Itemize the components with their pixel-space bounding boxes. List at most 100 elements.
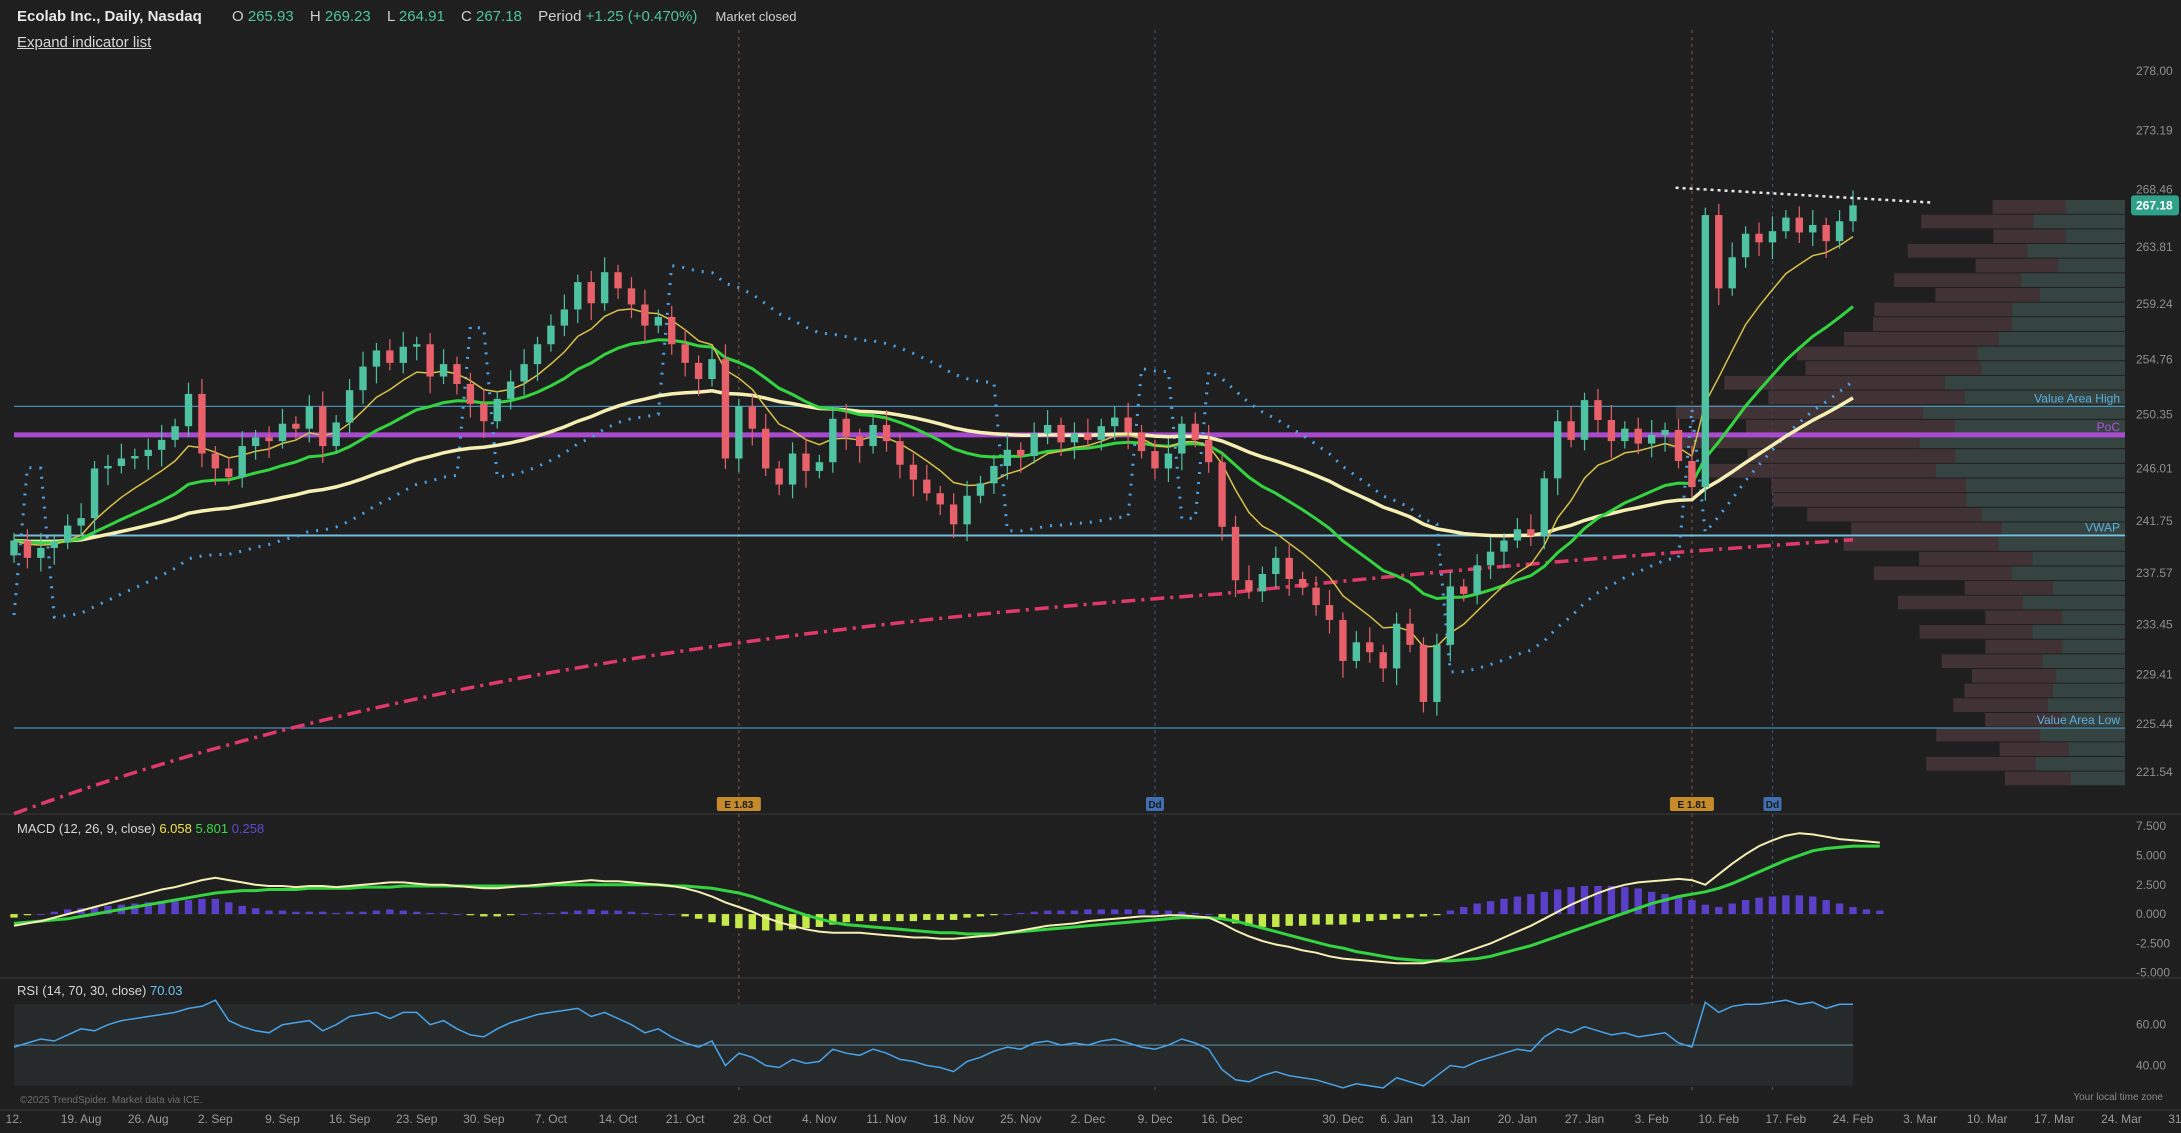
volume-profile-bar <box>2040 727 2125 742</box>
macd-histogram-bar <box>1191 912 1199 915</box>
event-badge <box>716 797 761 811</box>
candle-body <box>1379 652 1387 669</box>
candle-body <box>1419 644 1428 702</box>
date-axis-tick: 26. Aug <box>128 1112 169 1126</box>
macd-histogram-bar <box>1527 894 1535 915</box>
expand-indicator-list-link[interactable]: Expand indicator list <box>17 34 152 51</box>
volume-profile-bar <box>1919 551 2033 566</box>
macd-histogram-bar <box>1553 889 1562 915</box>
event-badge <box>1763 797 1782 811</box>
volume-profile-bar <box>1704 463 1936 478</box>
candle-body <box>184 393 193 427</box>
candle-body <box>1084 433 1092 440</box>
date-axis-tick: 24. Feb <box>1833 1112 1874 1126</box>
volume-profile-bar <box>2012 302 2125 317</box>
candle-body <box>1043 424 1052 434</box>
date-axis-tick: 17. Feb <box>1766 1112 1807 1126</box>
date-axis-tick: 4. Nov <box>802 1112 837 1126</box>
volume-profile-bar <box>2004 771 2071 786</box>
macd-histogram-bar <box>480 914 488 917</box>
macd-histogram-bar <box>1822 900 1830 915</box>
high-value: 269.23 <box>324 8 371 25</box>
volume-profile-bar <box>2001 522 2125 537</box>
macd-histogram-bar <box>1164 910 1173 915</box>
candle-body <box>319 406 327 447</box>
candle-body <box>251 437 260 447</box>
candle-body <box>1540 478 1548 536</box>
macd-histogram-bar <box>1567 887 1575 915</box>
candle-body <box>1647 434 1656 444</box>
volume-profile-bar <box>2032 625 2125 639</box>
macd-histogram-bar <box>1768 896 1777 915</box>
ema-mid-line <box>13 305 1854 601</box>
candle-body <box>1594 400 1602 420</box>
candle-body <box>1768 231 1777 243</box>
price-axis-tick: 225.44 <box>2136 717 2173 731</box>
rsi-label[interactable]: RSI (14, 70, 30, close) 70.03 <box>17 983 183 998</box>
volume-profile-bar <box>2065 200 2125 214</box>
volume-profile-bar <box>1954 419 2125 434</box>
candle-body <box>506 381 515 399</box>
rsi-axis-tick: 40.00 <box>2136 1058 2166 1072</box>
date-axis-tick: 14. Oct <box>599 1112 638 1126</box>
macd-histogram-bar <box>627 911 636 915</box>
macd-histogram-bar <box>1835 903 1844 915</box>
volume-profile-bar <box>1981 361 2125 375</box>
macd-histogram-bar <box>949 914 958 920</box>
candle-body <box>1298 578 1307 588</box>
macd-histogram-bar <box>587 909 595 915</box>
macd-histogram-bar <box>104 905 112 915</box>
candle-body <box>104 465 112 469</box>
macd-histogram-bar <box>64 909 72 915</box>
macd-histogram-bar <box>1084 909 1092 915</box>
event-badge-label: Dd <box>1148 800 1161 811</box>
candle-body <box>882 424 891 442</box>
candle-body <box>1191 423 1199 440</box>
candle-body <box>1527 529 1535 536</box>
macd-signal-line <box>13 844 1880 963</box>
macd-histogram-bar <box>1379 914 1387 920</box>
date-axis-tick: 19. Aug <box>61 1112 102 1126</box>
macd-label[interactable]: MACD (12, 26, 9, close) 6.058 5.801 0.25… <box>17 821 265 836</box>
volume-profile-bar <box>1998 537 2125 551</box>
candle-body <box>641 304 649 326</box>
candle-body <box>976 483 985 496</box>
price-axis-tick: 273.19 <box>2136 124 2173 138</box>
candle-body <box>681 344 689 363</box>
macd-histogram-bar <box>1661 894 1669 915</box>
event-badge <box>1669 797 1714 811</box>
macd-histogram-bar <box>1097 909 1105 915</box>
candle-body <box>1661 429 1669 435</box>
volume-profile-bar <box>1985 639 2063 654</box>
macd-histogram-bar <box>1607 885 1616 915</box>
macd-histogram-bar <box>1258 914 1267 927</box>
level-label: VWAP <box>2085 521 2120 535</box>
macd-histogram-bar <box>1849 907 1857 915</box>
macd-histogram-bar <box>319 911 327 915</box>
rsi-axis-tick: 60.00 <box>2136 1018 2166 1032</box>
macd-histogram-bar <box>560 911 569 915</box>
macd-histogram-bar <box>735 914 743 929</box>
macd-histogram-bar <box>426 912 434 915</box>
market-status: Market closed <box>715 9 797 24</box>
macd-histogram-bar <box>292 911 300 915</box>
candle-body <box>1352 642 1361 661</box>
date-axis-tick: 27. Jan <box>1565 1112 1604 1126</box>
candle-body <box>708 359 716 380</box>
macd-histogram-bar <box>278 910 287 915</box>
candle-body <box>225 468 233 478</box>
volume-profile-bar <box>1772 493 1967 507</box>
macd-histogram-bar <box>869 914 877 922</box>
candle-body <box>829 418 837 463</box>
price-axis-tick: 278.00 <box>2136 64 2173 78</box>
volume-profile-bar <box>1675 405 1923 419</box>
volume-profile-bar <box>2011 317 2125 331</box>
macd-histogram-bar <box>466 914 475 916</box>
candle-body <box>869 424 877 447</box>
volume-profile-bar <box>1965 478 2125 493</box>
macd-histogram-bar <box>1500 898 1508 915</box>
volume-profile-bar <box>2062 712 2125 727</box>
macd-histogram-bar <box>1204 914 1213 916</box>
